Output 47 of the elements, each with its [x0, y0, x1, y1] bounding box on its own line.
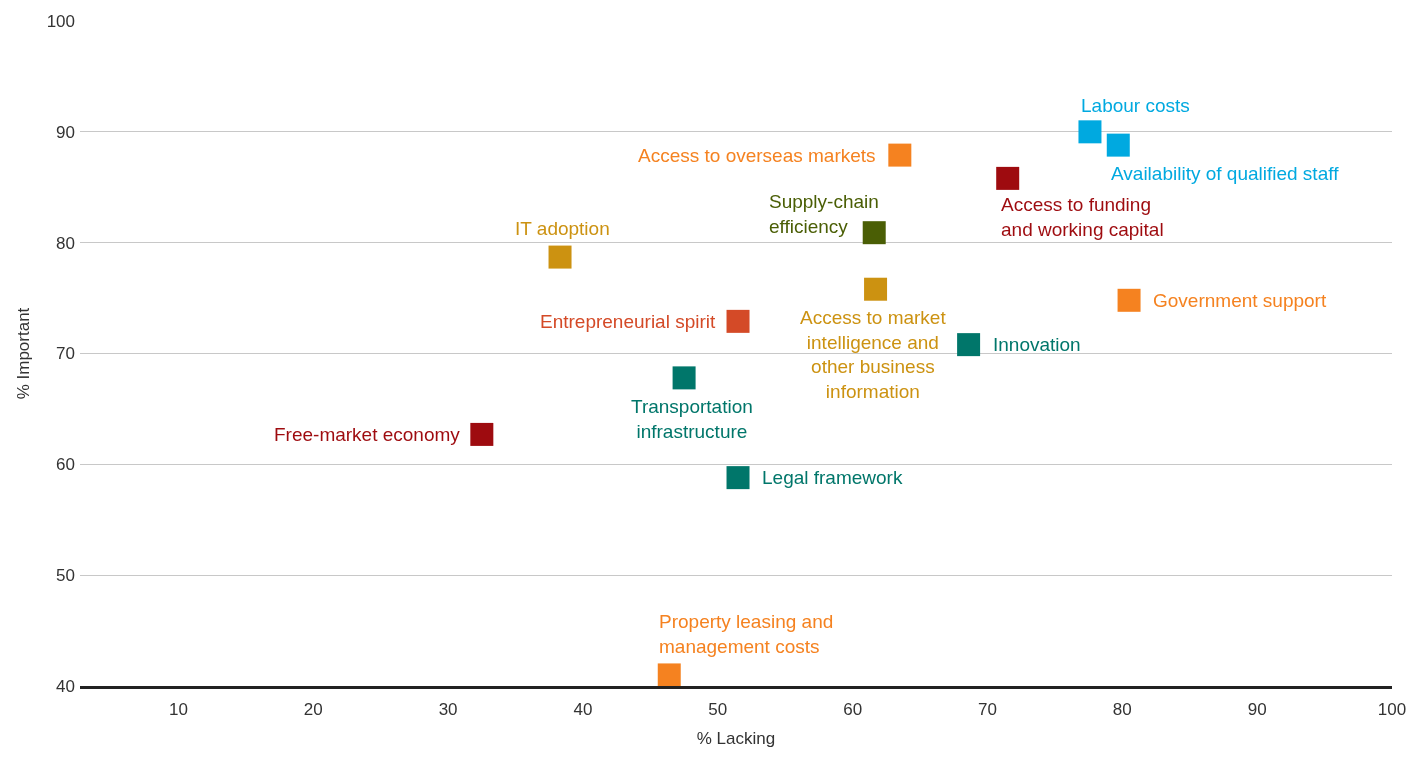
y-tick-label: 60 — [56, 455, 75, 475]
x-tick-label: 30 — [438, 700, 458, 720]
series-label: Supply-chain efficiency — [769, 191, 879, 237]
x-tick-label: 100 — [1377, 700, 1407, 720]
point — [548, 245, 572, 269]
point — [726, 466, 750, 490]
x-tick-label: 20 — [303, 700, 323, 720]
point — [888, 143, 912, 167]
point — [957, 333, 981, 357]
point — [996, 166, 1020, 190]
x-axis-title: % Lacking — [696, 728, 776, 748]
x-tick-label: 10 — [168, 700, 188, 720]
point — [672, 366, 696, 390]
series-label: Entrepreneurial spirit — [540, 311, 717, 332]
x-tick-label: 60 — [843, 700, 863, 720]
point — [470, 422, 494, 446]
y-tick-label: 50 — [56, 566, 75, 586]
point — [864, 277, 888, 301]
series-label: Transportation infrastructure — [631, 396, 753, 442]
point — [657, 663, 681, 687]
series-label: Availability of qualified staff — [1111, 163, 1340, 184]
series-label: Free-market economy — [274, 424, 461, 445]
x-tick-label: 50 — [708, 700, 728, 720]
point — [862, 221, 886, 245]
x-tick-label: 80 — [1112, 700, 1132, 720]
y-tick-label: 90 — [56, 122, 75, 142]
y-tick-label: 80 — [56, 233, 75, 253]
text: Access to market intelligence and other business information — [800, 307, 947, 403]
point — [1106, 133, 1130, 157]
point — [726, 309, 750, 333]
point — [1117, 288, 1141, 312]
series-label: IT adoption — [515, 218, 610, 239]
series-label: Legal framework — [762, 467, 903, 488]
series-label: Access to funding and working capital — [1001, 194, 1164, 240]
series-label: Property leasing and management costs — [659, 611, 834, 657]
x-tick-label: 70 — [978, 700, 997, 720]
point — [1078, 120, 1102, 144]
y-tick-label: 40 — [56, 676, 75, 696]
y-axis-title: % Important — [14, 307, 34, 400]
series-label: Access to overseas markets — [638, 145, 876, 166]
x-tick-label: 40 — [573, 700, 593, 720]
series-label: Labour costs — [1081, 95, 1190, 116]
y-tick-label: 100 — [46, 11, 75, 31]
x-tick-label: 90 — [1247, 700, 1267, 720]
series-label: Innovation — [993, 334, 1081, 355]
series-label: Government support — [1153, 290, 1327, 311]
y-tick-label: 70 — [56, 344, 75, 364]
